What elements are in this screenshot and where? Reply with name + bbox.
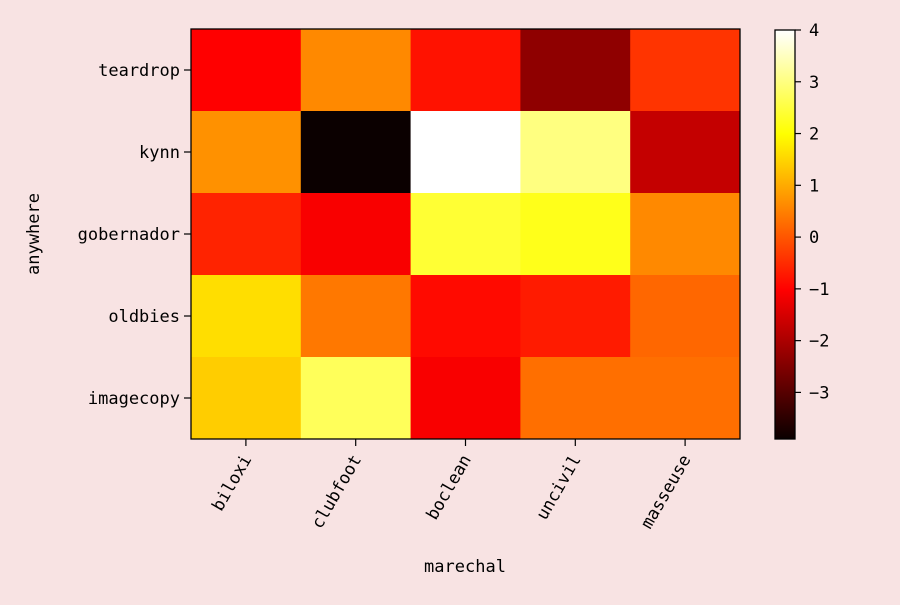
heatmap-cell — [520, 193, 631, 276]
y-tick-label: oldbies — [108, 307, 180, 327]
heatmap-cell — [410, 275, 521, 358]
heatmap-cell — [300, 29, 412, 112]
heatmap-cell — [410, 193, 521, 276]
colorbar-tick-label: 3 — [809, 73, 819, 93]
heatmap-cell — [520, 275, 631, 358]
colorbar-tick-label: −3 — [809, 383, 829, 403]
x-tick-label: uncivil — [532, 452, 585, 524]
heatmap-cell — [191, 193, 302, 276]
heatmap-cell — [410, 357, 521, 440]
colorbar-ticks: 4 3 2 1 0 −1 −2 −3 — [795, 21, 829, 403]
colorbar-tick-label: 1 — [809, 176, 819, 196]
y-tick-label: gobernador — [78, 225, 180, 245]
colorbar — [774, 29, 796, 440]
heatmap-cell — [191, 357, 302, 440]
colorbar-tick-label: 4 — [809, 21, 819, 41]
heatmap-cell — [191, 275, 302, 358]
heatmap-cell — [630, 357, 741, 440]
heatmap-cell — [300, 193, 412, 276]
heatmap-cell — [300, 357, 412, 440]
heatmap-cell — [410, 29, 521, 112]
heatmap-cell — [520, 111, 631, 194]
heatmap-cell — [191, 29, 302, 112]
y-axis-label: anywhere — [24, 193, 44, 275]
x-axis-label: marechal — [424, 557, 506, 577]
y-axis-ticks: teardrop kynn gobernador oldbies imagecopy — [78, 61, 191, 409]
heatmap-cells — [191, 29, 741, 440]
y-tick-label: kynn — [139, 143, 180, 163]
x-tick-label: masseuse — [637, 452, 695, 533]
colorbar-tick-label: −1 — [809, 280, 829, 300]
heatmap-cell — [520, 29, 631, 112]
colorbar-tick-label: −2 — [809, 332, 829, 352]
x-tick-label: clubfoot — [308, 452, 366, 533]
heatmap-cell — [410, 111, 521, 194]
heatmap-cell — [630, 29, 741, 112]
x-tick-label: biloxi — [208, 452, 256, 515]
x-tick-label: boclean — [423, 452, 476, 524]
colorbar-tick-label: 0 — [809, 228, 819, 248]
colorbar-tick-label: 2 — [809, 125, 819, 145]
heatmap-cell — [191, 111, 302, 194]
heatmap-cell — [630, 111, 741, 194]
y-tick-label: imagecopy — [88, 389, 180, 409]
heatmap-cell — [300, 111, 412, 194]
heatmap-cell — [630, 193, 741, 276]
heatmap-cell — [300, 275, 412, 358]
heatmap-cell — [630, 275, 741, 358]
heatmap-cell — [520, 357, 631, 440]
x-axis-ticks: biloxi clubfoot boclean uncivil masseuse — [208, 439, 695, 532]
y-tick-label: teardrop — [98, 61, 180, 81]
